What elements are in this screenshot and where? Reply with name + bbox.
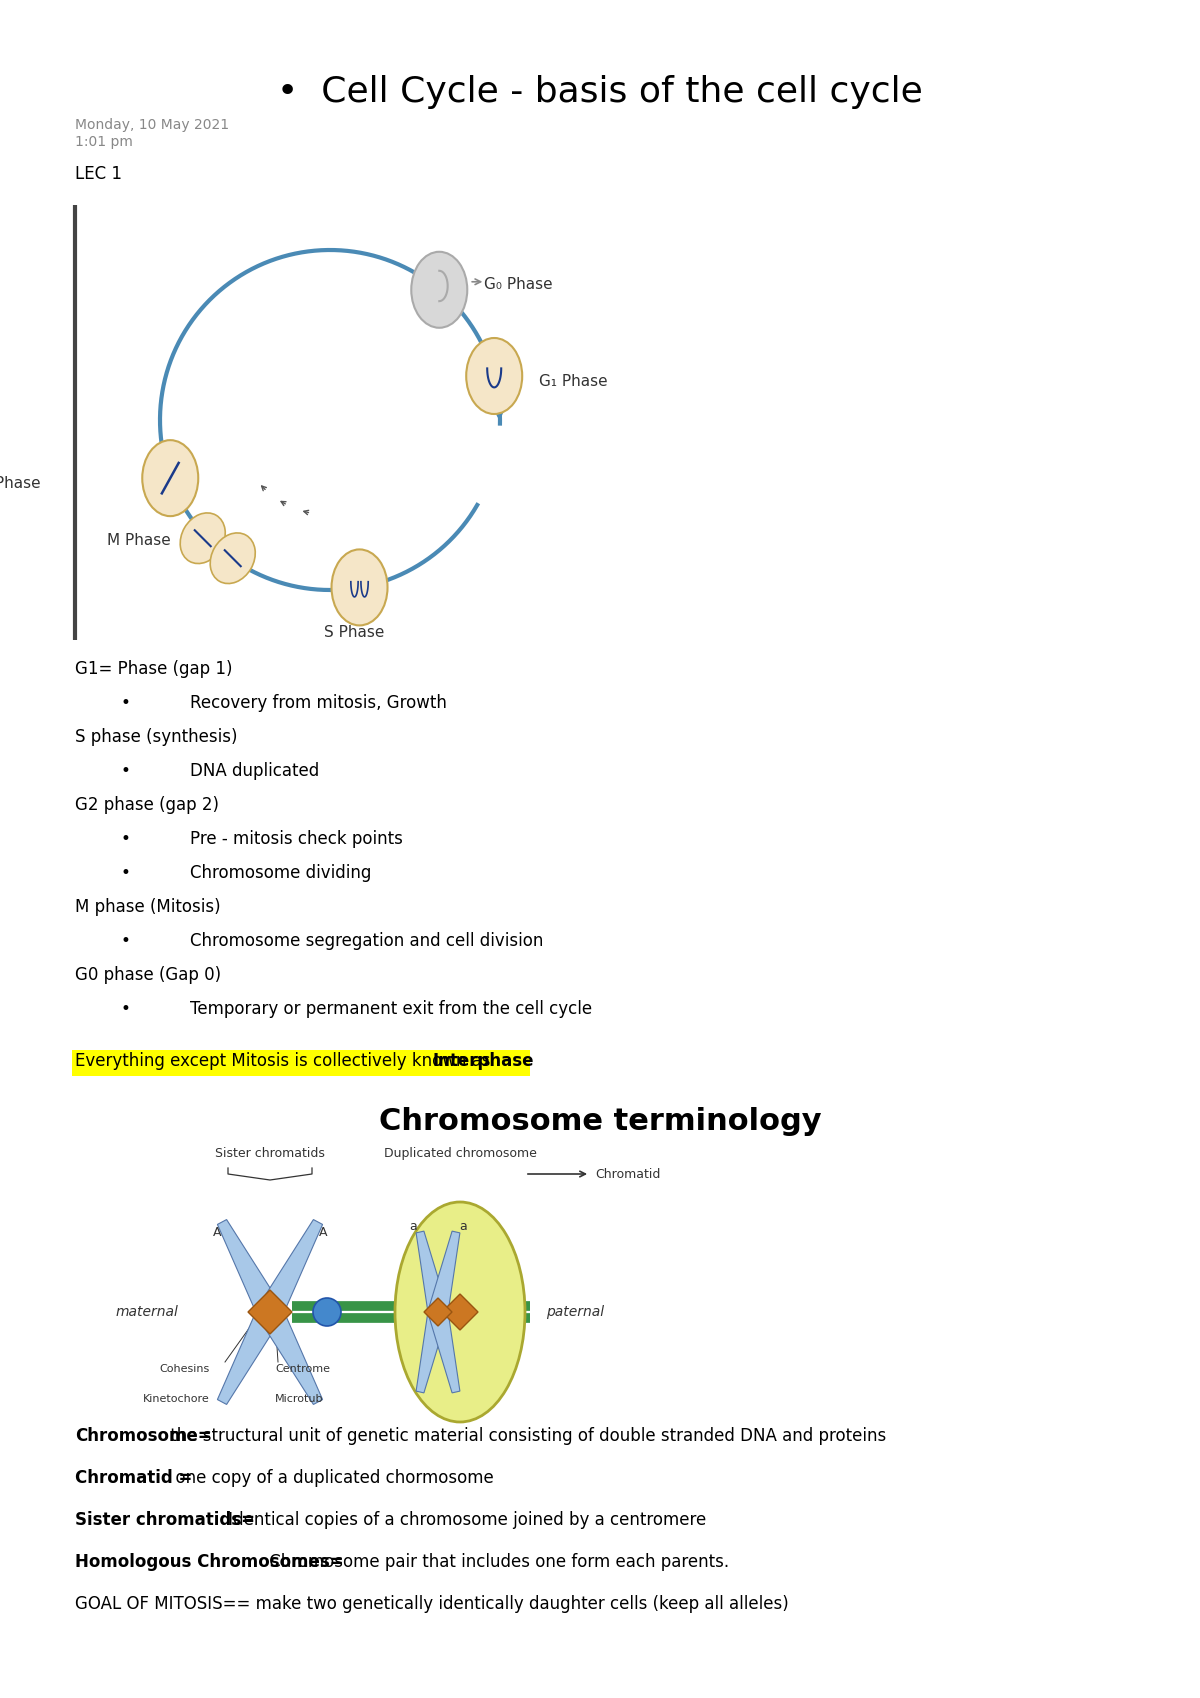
Polygon shape: [428, 1231, 460, 1314]
Polygon shape: [217, 1219, 282, 1318]
Text: Chromatid =: Chromatid =: [74, 1469, 192, 1487]
Polygon shape: [248, 1290, 292, 1335]
Text: the structural unit of genetic material consisting of double stranded DNA and pr: the structural unit of genetic material …: [166, 1426, 887, 1445]
Text: •: •: [120, 830, 130, 847]
Text: A: A: [319, 1226, 328, 1238]
Text: •  Cell Cycle - basis of the cell cycle: • Cell Cycle - basis of the cell cycle: [277, 75, 923, 109]
Text: Chromatid: Chromatid: [595, 1168, 660, 1180]
Text: G2 phase (gap 2): G2 phase (gap 2): [74, 796, 220, 813]
Text: Sister chromatids: Sister chromatids: [215, 1148, 325, 1160]
Polygon shape: [442, 1294, 478, 1330]
Text: •: •: [120, 864, 130, 881]
Text: G₀ Phase: G₀ Phase: [485, 277, 553, 292]
Text: S phase (synthesis): S phase (synthesis): [74, 728, 238, 745]
Text: Pre - mitosis check points: Pre - mitosis check points: [190, 830, 403, 847]
Text: Kinetochore: Kinetochore: [143, 1394, 210, 1404]
Polygon shape: [258, 1306, 323, 1404]
Text: Chromosome dividing: Chromosome dividing: [190, 864, 371, 881]
Text: S Phase: S Phase: [324, 625, 385, 640]
Text: Chromosome pair that includes one form each parents.: Chromosome pair that includes one form e…: [264, 1554, 728, 1571]
Text: G₁ Phase: G₁ Phase: [539, 374, 608, 389]
Text: G₂ Phase: G₂ Phase: [0, 475, 41, 491]
Text: a: a: [409, 1221, 416, 1233]
Text: 1:01 pm: 1:01 pm: [74, 136, 133, 149]
Text: Interphase: Interphase: [432, 1053, 534, 1070]
Text: Chromosome terminology: Chromosome terminology: [379, 1107, 821, 1136]
Ellipse shape: [412, 251, 467, 328]
Polygon shape: [416, 1309, 448, 1392]
Text: Centrome: Centrome: [275, 1363, 330, 1374]
Text: A: A: [212, 1226, 221, 1238]
Ellipse shape: [180, 513, 226, 564]
Polygon shape: [424, 1297, 452, 1326]
Ellipse shape: [210, 533, 256, 584]
Text: Chromosome segregation and cell division: Chromosome segregation and cell division: [190, 932, 544, 949]
Polygon shape: [258, 1219, 323, 1318]
Text: •: •: [120, 932, 130, 949]
Text: Cohesins: Cohesins: [160, 1363, 210, 1374]
Text: paternal: paternal: [546, 1306, 604, 1319]
Text: a: a: [460, 1221, 467, 1233]
Text: •: •: [120, 762, 130, 779]
Text: Monday, 10 May 2021: Monday, 10 May 2021: [74, 117, 229, 132]
Polygon shape: [217, 1306, 282, 1404]
FancyBboxPatch shape: [72, 1049, 529, 1077]
Ellipse shape: [467, 338, 522, 414]
Text: Everything except Mitosis is collectively known as: Everything except Mitosis is collectivel…: [74, 1053, 496, 1070]
Text: DNA duplicated: DNA duplicated: [190, 762, 319, 779]
Text: Microtub: Microtub: [275, 1394, 324, 1404]
Text: •: •: [120, 694, 130, 711]
Polygon shape: [428, 1309, 460, 1392]
Text: G0 phase (Gap 0): G0 phase (Gap 0): [74, 966, 221, 985]
Text: GOAL OF MITOSIS== make two genetically identically daughter cells (keep all alle: GOAL OF MITOSIS== make two genetically i…: [74, 1594, 788, 1613]
Polygon shape: [416, 1231, 448, 1314]
Text: Homologous Chromosomes=: Homologous Chromosomes=: [74, 1554, 343, 1571]
Text: Identical copies of a chromosome joined by a centromere: Identical copies of a chromosome joined …: [223, 1511, 706, 1528]
Text: •: •: [120, 1000, 130, 1019]
Text: Chromosome=: Chromosome=: [74, 1426, 211, 1445]
Circle shape: [313, 1297, 341, 1326]
Text: M Phase: M Phase: [107, 533, 170, 548]
Text: maternal: maternal: [115, 1306, 179, 1319]
Ellipse shape: [331, 550, 388, 625]
Text: Duplicated chromosome: Duplicated chromosome: [384, 1148, 536, 1160]
Text: Recovery from mitosis, Growth: Recovery from mitosis, Growth: [190, 694, 446, 711]
Text: M phase (Mitosis): M phase (Mitosis): [74, 898, 221, 915]
Text: G1= Phase (gap 1): G1= Phase (gap 1): [74, 661, 233, 678]
Text: one copy of a duplicated chormosome: one copy of a duplicated chormosome: [166, 1469, 494, 1487]
Ellipse shape: [143, 440, 198, 516]
Text: Temporary or permanent exit from the cell cycle: Temporary or permanent exit from the cel…: [190, 1000, 592, 1019]
Text: LEC 1: LEC 1: [74, 165, 122, 183]
Ellipse shape: [395, 1202, 526, 1421]
Text: Sister chromatids=: Sister chromatids=: [74, 1511, 256, 1528]
